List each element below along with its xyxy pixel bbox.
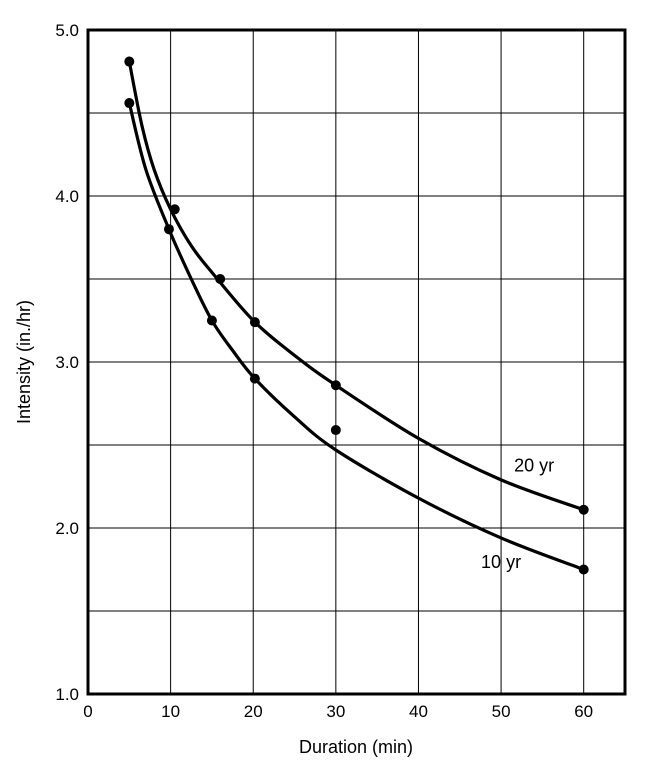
data-point-20-yr: [330, 380, 341, 391]
data-point-20-yr: [215, 274, 226, 284]
x-tick-label: 10: [161, 702, 180, 721]
data-point-10-yr: [124, 98, 135, 109]
y-axis-title: Intensity (in./hr): [14, 300, 34, 424]
data-point-20-yr: [249, 317, 260, 328]
x-tick-label: 50: [492, 702, 511, 721]
data-point-10-yr: [578, 564, 589, 575]
x-tick-label: 60: [574, 702, 593, 721]
series-line-20-yr: [127, 59, 586, 512]
y-tick-label: 4.0: [55, 187, 79, 206]
series-annotations: 20 yr 10 yr: [481, 456, 554, 572]
series-annotation: 20 yr: [514, 456, 554, 476]
data-points: [124, 56, 589, 575]
plot-frame: [86, 28, 627, 696]
data-point-20-yr: [578, 504, 589, 515]
x-axis-title: Duration (min): [299, 737, 413, 757]
x-tick-label: 20: [244, 702, 263, 721]
grid: [88, 30, 625, 694]
x-tick-label: 40: [409, 702, 428, 721]
x-tick-label: 0: [83, 702, 92, 721]
y-tick-label: 5.0: [55, 21, 79, 40]
y-tick-label: 2.0: [55, 519, 79, 538]
data-point-10-yr: [249, 373, 260, 384]
y-tick-label: 1.0: [55, 685, 79, 704]
series-line-10-yr: [127, 101, 586, 572]
y-axis-tick-labels: 1.0 2.0 3.0 4.0 5.0: [55, 21, 79, 704]
data-point-20-yr: [124, 56, 135, 67]
y-tick-label: 3.0: [55, 353, 79, 372]
data-point-10-yr: [330, 425, 341, 436]
data-point-20-yr: [169, 204, 180, 215]
x-tick-label: 30: [326, 702, 345, 721]
x-axis-tick-labels: 0 10 20 30 40 50 60: [83, 702, 593, 721]
data-point-10-yr: [206, 315, 217, 326]
data-point-10-yr: [163, 224, 174, 235]
series-annotation: 10 yr: [481, 552, 521, 572]
series-curves: [127, 59, 586, 572]
